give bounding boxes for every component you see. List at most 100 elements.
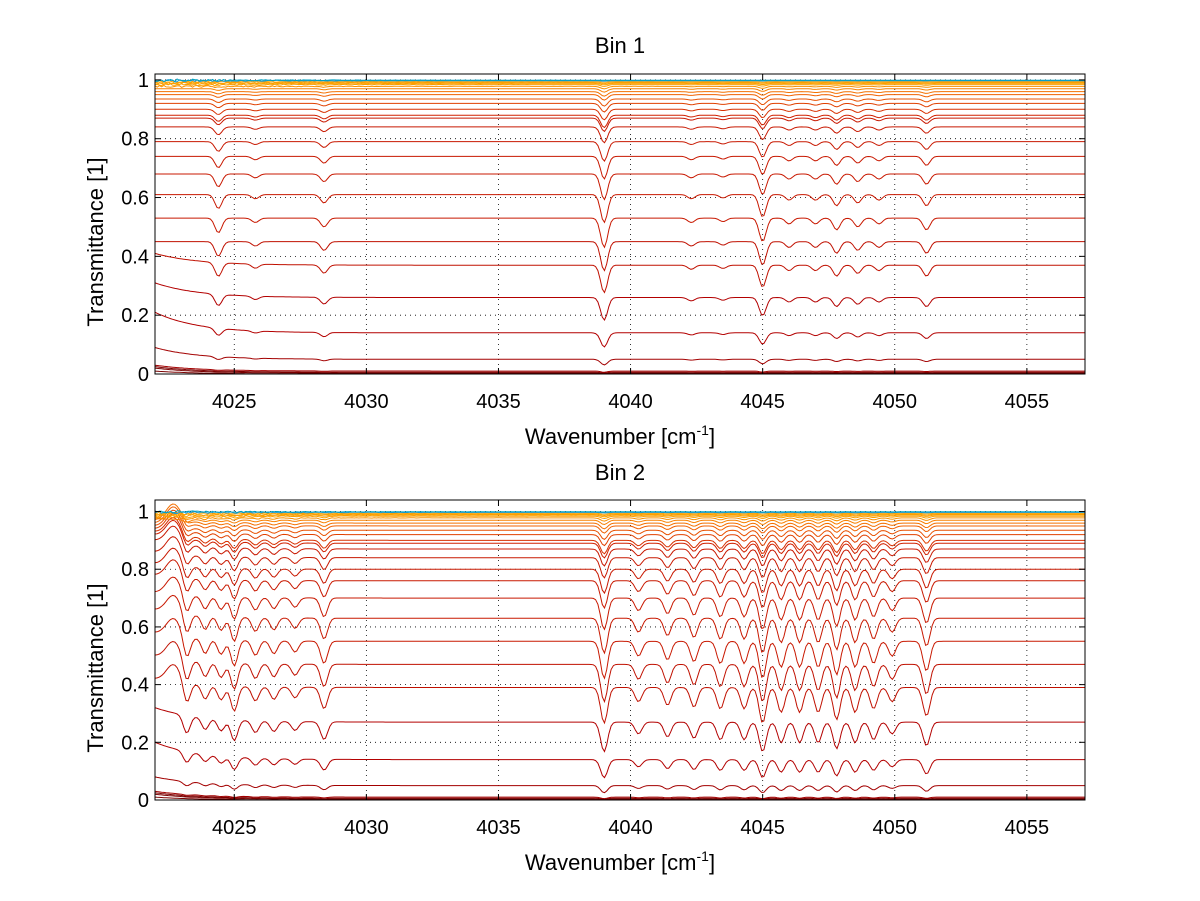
series-line [155,88,1085,93]
x-tick-label: 4025 [212,391,257,413]
series-line [154,79,1085,83]
y-tick-label: 0.4 [121,675,149,697]
series-line [154,792,1085,800]
y-tick-label: 1 [138,502,149,524]
x-tick-label: 4055 [1005,817,1050,839]
series-line [154,78,1085,83]
series-line [154,547,1085,595]
series-line [155,91,1085,97]
series-group [154,78,1085,375]
axes-box [154,499,1086,801]
x-axis-label: Wavenumber [cm-1] [525,848,715,875]
ticks: 4025 4030 4035 4040 4045 4050 4055 0 0.2 0.4 0.6 0.… [121,500,1085,839]
y-axis-label: Transmittance [1] [83,583,108,752]
series-line [154,525,1085,567]
x-tick-label: 4035 [476,817,521,839]
series-line [155,126,1085,144]
series-line [154,664,1085,725]
x-tick-label: 4045 [740,817,785,839]
plot-panel-bin-1: Bin 1 4025 4030 4035 4040 4045 4050 4055 0 0.2 0.… [83,33,1086,449]
series-line [154,81,1085,86]
series-line [154,559,1085,610]
x-tick-label: 4045 [740,391,785,413]
series-line [155,155,1085,180]
panel-title: Bin 1 [595,33,645,58]
series-line [154,513,1085,547]
series-line [154,347,1085,366]
x-axis-label-superscript: -1 [697,848,710,864]
series-line [155,94,1085,101]
series-line [154,617,1085,680]
ticks: 4025 4030 4035 4040 4045 4050 4055 0 0.2 0.4 0.6 0.… [121,70,1085,413]
x-tick-label: 4030 [344,817,389,839]
y-axis-label: Transmittance [1] [83,157,108,326]
y-tick-label: 0.4 [121,246,149,268]
y-tick-label: 1 [138,70,149,92]
x-axis-label-main: Wavenumber [cm [525,424,697,449]
series-line [154,252,1085,294]
series-line [155,194,1085,224]
plot-panel-bin-2: Bin 2 4025 4030 4035 4040 4045 4050 4055 0 0.2 0.… [83,460,1086,875]
series-line [154,282,1085,321]
panel-title: Bin 2 [595,460,645,485]
series-line [155,518,1085,526]
series-line [154,503,1085,530]
series-line [154,516,1085,555]
series-line [154,536,1085,579]
y-tick-label: 0.6 [121,188,149,210]
y-tick-label: 0.2 [121,732,149,754]
series-line [154,515,1085,522]
series-line [155,108,1085,121]
x-tick-label: 4040 [608,391,653,413]
series-line [154,790,1085,800]
series-line [154,509,1085,541]
series-line [154,776,1085,794]
y-tick-label: 0.8 [121,559,149,581]
y-tick-label: 0.6 [121,617,149,639]
series-line [154,707,1085,753]
y-tick-label: 0 [138,364,149,386]
series-line [154,511,1085,516]
x-tick-label: 4050 [873,817,918,839]
series-line [154,367,1085,375]
series-line [154,519,1085,559]
series-line [154,512,1085,517]
series-line [154,594,1085,655]
y-tick-label: 0.8 [121,129,149,151]
series-line [155,102,1085,113]
series-line [154,510,1085,515]
series-line [154,793,1085,801]
x-tick-label: 4025 [212,817,257,839]
series-line [154,83,1085,87]
series-line [154,364,1085,373]
series-line [154,576,1085,631]
series-line [155,98,1085,107]
x-axis-label-main: Wavenumber [cm [525,850,697,875]
x-tick-label: 4055 [1005,391,1050,413]
series-line [155,173,1085,201]
x-axis-label-end: ] [709,850,715,875]
x-tick-label: 4035 [476,391,521,413]
series-line [154,506,1085,534]
x-axis-label-superscript: -1 [697,422,710,438]
x-axis-label-end: ] [709,424,715,449]
series-line [154,514,1085,520]
series-line [155,117,1085,133]
series-line [155,114,1085,129]
series-line [155,217,1085,249]
x-tick-label: 4040 [608,817,653,839]
y-tick-label: 0 [138,790,149,812]
series-line [155,241,1085,272]
y-tick-label: 0.2 [121,305,149,327]
series-line [154,311,1085,348]
series-line [155,513,1085,518]
series-line [155,141,1085,162]
series-line [154,640,1085,704]
x-tick-label: 4030 [344,391,389,413]
series-line [154,510,1085,514]
series-line [154,366,1085,374]
x-axis-label: Wavenumber [cm-1] [525,422,715,449]
series-line [154,741,1085,779]
axes-box [154,73,1086,375]
